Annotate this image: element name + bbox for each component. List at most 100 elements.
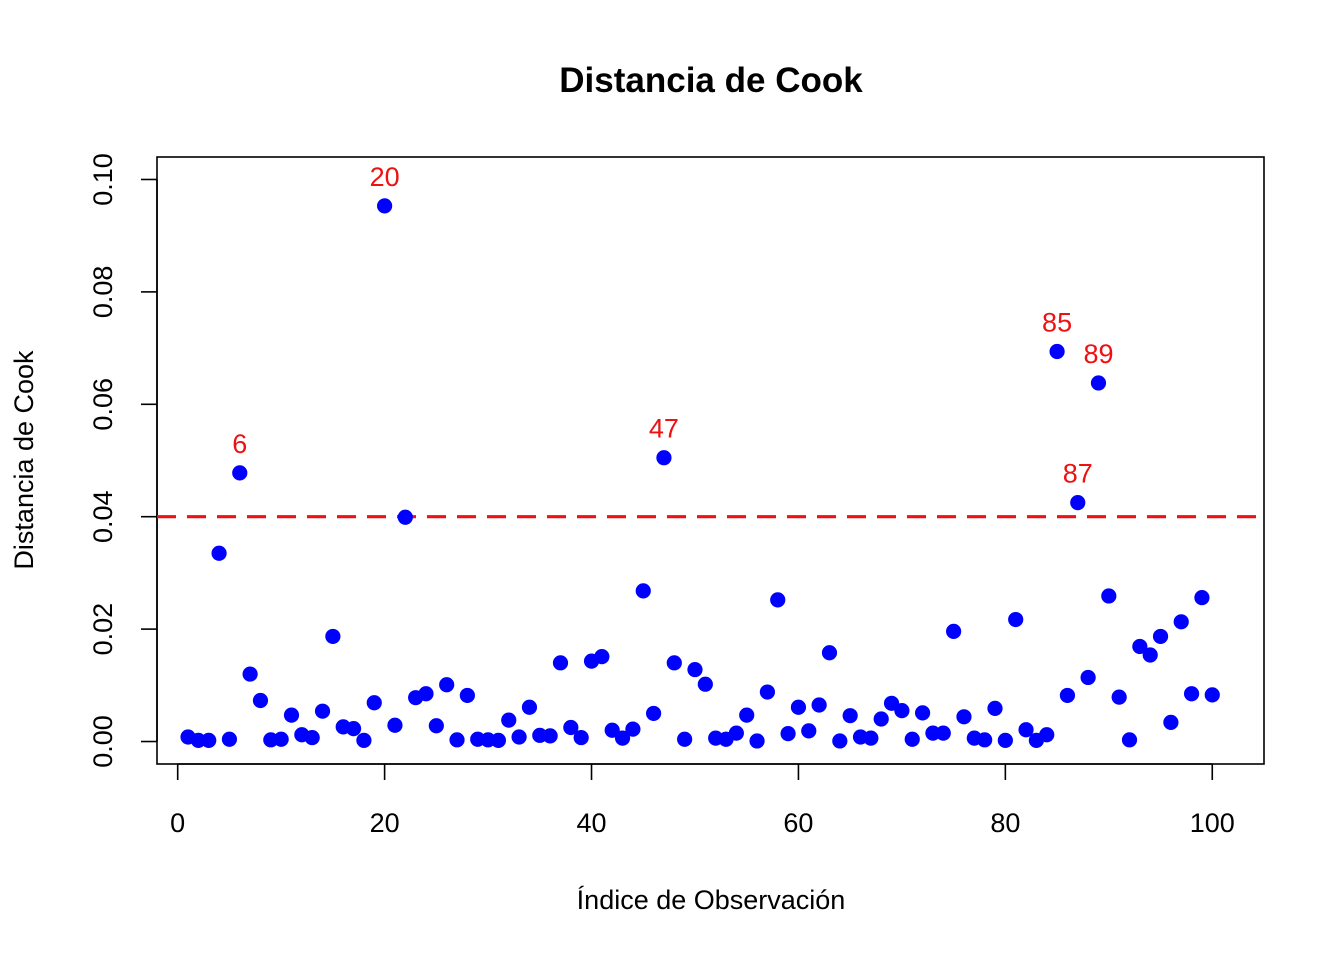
data-point [635, 583, 651, 599]
data-point [449, 732, 465, 748]
data-point [1008, 611, 1024, 628]
data-point [1152, 628, 1169, 645]
data-point [666, 655, 682, 671]
data-point [1080, 669, 1096, 686]
data-point [821, 645, 838, 661]
data-point [490, 732, 507, 748]
data-point [1163, 714, 1179, 731]
data-point [625, 721, 641, 737]
data-point [439, 677, 455, 693]
data-point [987, 700, 1003, 716]
data-point [759, 684, 776, 700]
data-point [780, 726, 796, 742]
data-point [894, 703, 910, 719]
data-point [656, 450, 672, 466]
data-point [356, 732, 372, 748]
data-point [1132, 638, 1148, 655]
data-point [801, 723, 817, 739]
x-tick-label: 60 [783, 808, 813, 838]
data-point [232, 465, 248, 481]
y-axis-label: Distancia de Cook [9, 350, 39, 570]
labels-layer: 6 20 47 85 87 89 [232, 162, 1113, 489]
data-point [1111, 689, 1127, 705]
data-point [242, 666, 258, 682]
data-point [542, 728, 558, 744]
data-point [832, 733, 848, 749]
data-point [997, 732, 1013, 748]
data-point [325, 628, 341, 645]
data-point [1049, 343, 1065, 360]
data-point [221, 731, 238, 747]
y-tick-label: 0.08 [88, 266, 118, 319]
point-label: 85 [1042, 307, 1072, 337]
x-axis: 0 20 40 60 80 100 [170, 763, 1235, 838]
point-label: 6 [232, 429, 247, 459]
data-point [604, 722, 620, 738]
x-tick-label: 20 [370, 808, 400, 838]
data-point [904, 731, 920, 747]
data-point [459, 687, 475, 704]
data-point [739, 707, 755, 723]
data-point [211, 545, 227, 561]
data-point [1090, 375, 1107, 391]
data-point [677, 731, 693, 747]
data-point [387, 717, 403, 733]
data-point [418, 686, 434, 702]
x-tick-label: 0 [170, 808, 185, 838]
data-point [697, 676, 713, 692]
y-tick-label: 0.02 [88, 603, 118, 656]
data-point [1204, 687, 1220, 703]
data-point [501, 712, 517, 728]
data-point [511, 729, 527, 745]
data-point [201, 732, 217, 748]
data-point [428, 718, 444, 734]
data-point [552, 655, 569, 671]
data-point [1101, 588, 1117, 604]
y-tick-label: 0.04 [88, 490, 118, 543]
data-point [614, 730, 631, 746]
data-point [563, 719, 579, 736]
data-point [1059, 687, 1076, 704]
point-label: 87 [1063, 459, 1093, 489]
data-point [790, 699, 807, 715]
data-point [770, 592, 786, 608]
data-point [366, 695, 382, 711]
data-point [956, 709, 972, 725]
data-point [1018, 722, 1034, 738]
data-point [594, 649, 610, 665]
data-point [914, 705, 931, 721]
x-axis-label: Índice de Observación [577, 885, 846, 915]
data-point [1039, 727, 1055, 743]
data-point [1121, 732, 1138, 748]
x-tick-label: 100 [1190, 808, 1235, 838]
data-point [573, 729, 589, 746]
points-layer [180, 198, 1220, 749]
data-point [314, 703, 331, 719]
data-point [749, 733, 765, 749]
plot-frame [156, 156, 1265, 765]
data-point [252, 692, 269, 709]
y-tick-label: 0.00 [88, 715, 118, 768]
data-point [1173, 614, 1189, 630]
x-tick-label: 80 [990, 808, 1020, 838]
x-tick-label: 40 [576, 808, 606, 838]
data-point [935, 725, 951, 741]
y-tick-label: 0.10 [88, 153, 118, 206]
data-point [645, 705, 662, 722]
data-point [842, 708, 858, 724]
data-point [1142, 647, 1158, 663]
data-point [946, 623, 962, 639]
data-point [863, 730, 879, 746]
data-point [811, 697, 827, 713]
point-label: 20 [370, 162, 400, 192]
y-axis: 0.00 0.02 0.04 0.06 0.08 0.10 [88, 153, 158, 768]
data-point [397, 509, 413, 525]
data-point [377, 198, 393, 214]
data-point [345, 720, 362, 737]
data-point [1070, 495, 1086, 511]
data-point [1183, 686, 1200, 702]
data-point [1194, 590, 1210, 606]
data-point [873, 711, 889, 727]
data-point [977, 732, 993, 748]
